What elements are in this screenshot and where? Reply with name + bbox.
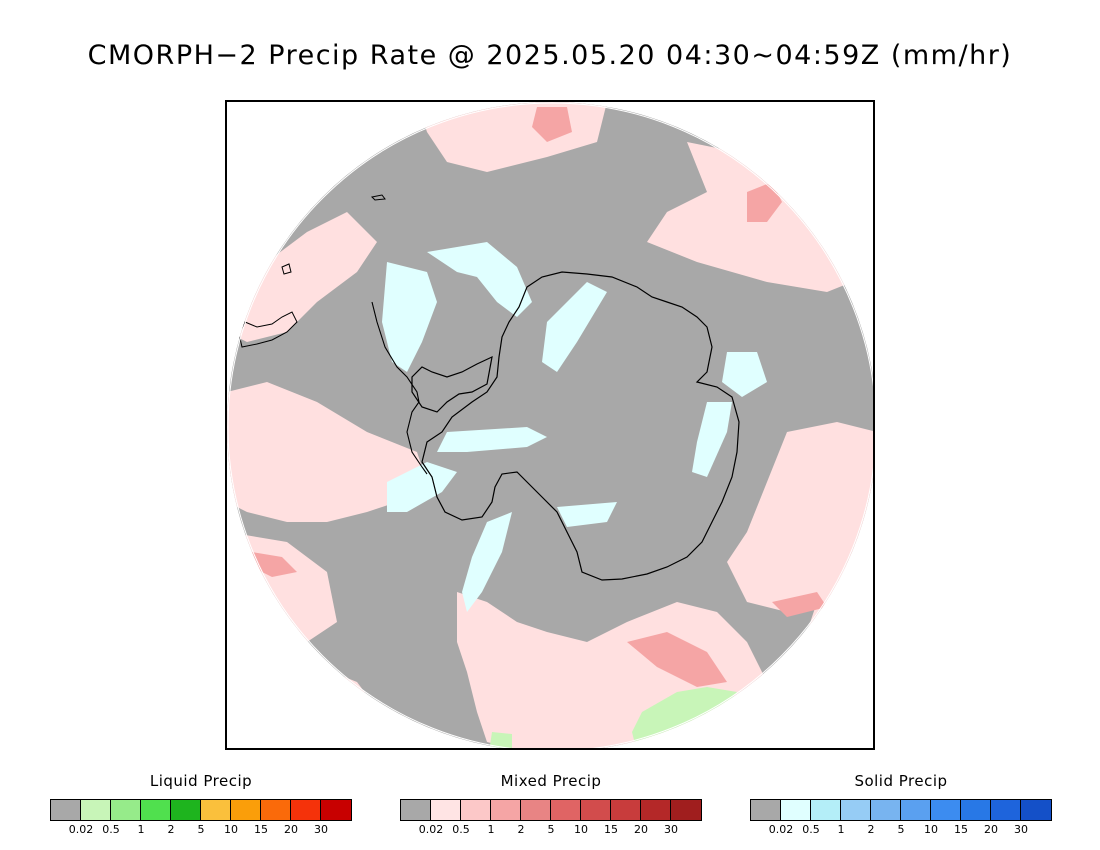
legend-tick-label: 30 [314,823,328,836]
tick-labels: 0.02 0.5 1 2 5 10 15 20 30 [50,823,352,837]
peninsula-tip [371,301,428,475]
antarctic-peninsula [411,355,493,413]
legend-swatch [431,800,461,820]
tick-labels: 0.02 0.5 1 2 5 10 15 20 30 [750,823,1052,837]
map-panel [225,100,875,750]
legend-swatch [961,800,991,820]
legend-tick-label: 1 [837,823,845,836]
south-america-tip [238,311,298,348]
legend-swatch [1021,800,1051,820]
legend-tick-label: 1 [137,823,145,836]
legend-tick-label: 20 [984,823,998,836]
legend-tick-label: 1 [487,823,495,836]
legend-swatch [671,800,701,820]
legend-title: Mixed Precip [500,772,602,790]
legend-swatch [321,800,351,820]
legend-tick-label: 5 [897,823,905,836]
map-title: CMORPH−2 Precip Rate @ 2025.05.20 04:30~… [87,40,1013,71]
legend-tick-label: 0.5 [452,823,470,836]
legend-swatch [781,800,811,820]
island [370,194,386,201]
legend-tick-label: 20 [634,823,648,836]
legend-swatch [461,800,491,820]
legend-swatch [141,800,171,820]
legend-tick-label: 0.5 [802,823,820,836]
legend-solid: Solid Precip 0.02 0.5 1 2 5 10 15 20 30 [750,772,1052,837]
legend-swatch [641,800,671,820]
legend-tick-label: 20 [284,823,298,836]
legend-swatch [201,800,231,820]
legend-swatch [81,800,111,820]
legend-swatch [491,800,521,820]
legend-tick-label: 15 [954,823,968,836]
color-bar [400,799,702,821]
polar-map [227,102,873,748]
legend-swatch [611,800,641,820]
legend-tick-label: 0.02 [768,823,794,836]
legend-tick-label: 15 [604,823,618,836]
legend-tick-label: 5 [547,823,555,836]
solid-precip-areas [382,242,767,612]
legend-tick-label: 2 [517,823,525,836]
legend-swatch [291,800,321,820]
legend-title: Solid Precip [854,772,948,790]
legend-swatch [171,800,201,820]
legend-swatch [901,800,931,820]
legend-tick-label: 0.5 [102,823,120,836]
legend-swatch [811,800,841,820]
mixed-precip-moderate [252,107,827,687]
color-bar [750,799,1052,821]
legend-tick-label: 2 [167,823,175,836]
legend-swatch [871,800,901,820]
legend-title: Liquid Precip [149,772,253,790]
legend-tick-label: 2 [867,823,875,836]
legend-swatch [931,800,961,820]
legend-swatch [521,800,551,820]
legend-mixed: Mixed Precip 0.02 0.5 1 2 5 10 15 20 30 [400,772,702,837]
legend-liquid: Liquid Precip 0.02 0.5 1 2 5 10 15 20 30 [50,772,352,837]
legend-tick-label: 30 [1014,823,1028,836]
legend-swatch [111,800,141,820]
legend-swatch [401,800,431,820]
antarctica-coastline [421,271,740,581]
legend-swatch [581,800,611,820]
legend-tick-label: 30 [664,823,678,836]
legend-tick-label: 10 [224,823,238,836]
legend-swatch [51,800,81,820]
legend-swatch [551,800,581,820]
legend-tick-label: 0.02 [418,823,444,836]
legend-tick-label: 0.02 [68,823,94,836]
legend-tick-label: 15 [254,823,268,836]
legend-tick-label: 10 [574,823,588,836]
island [281,263,292,275]
legend-swatch [261,800,291,820]
tick-labels: 0.02 0.5 1 2 5 10 15 20 30 [400,823,702,837]
legend-swatch [751,800,781,820]
legend-tick-label: 5 [197,823,205,836]
color-bar [50,799,352,821]
legend-swatch [841,800,871,820]
legend-swatch [991,800,1021,820]
legend-swatch [231,800,261,820]
legend-tick-label: 10 [924,823,938,836]
